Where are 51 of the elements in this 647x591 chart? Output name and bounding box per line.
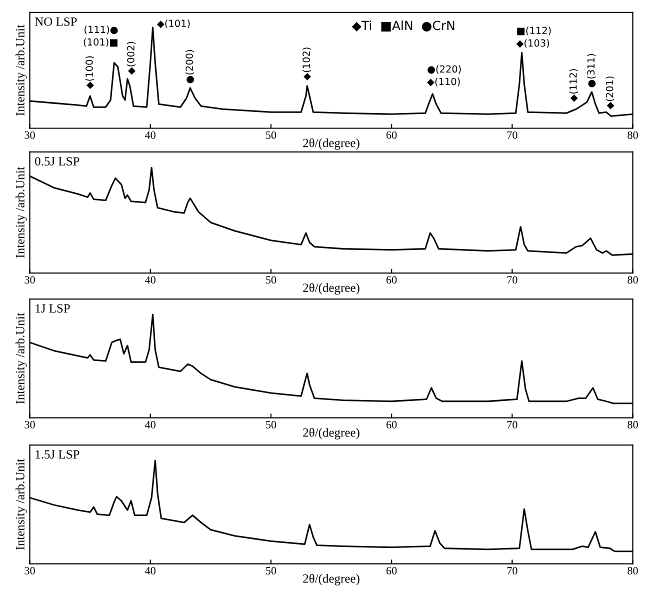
annotation: ■(112) (517, 26, 551, 36)
x-tick-label: 60 (386, 276, 397, 284)
x-tick-label: 70 (507, 131, 518, 139)
chart-title: 0.5J LSP (35, 157, 80, 166)
x-tick-label: 50 (266, 131, 276, 139)
annotation: ◆(201) (606, 76, 614, 110)
x-tick-label: 40 (145, 276, 156, 284)
x-tick-label: 80 (628, 420, 638, 428)
x-tick-label: 80 (628, 131, 638, 139)
x-tick-label: 70 (507, 566, 518, 574)
x-tick-label: 80 (628, 566, 638, 574)
y-axis-title: Intensity /arb.Unit (16, 24, 27, 116)
x-axis-title: 2θ/(degree) (303, 138, 360, 150)
x-axis-title: 2θ/(degree) (303, 574, 360, 586)
x-tick-label: 80 (628, 276, 638, 284)
x-tick-label: 30 (24, 131, 35, 139)
annotation: ◆(112) (569, 69, 578, 102)
chart-title: 1J LSP (36, 304, 70, 313)
x-tick-label: 30 (24, 566, 35, 574)
x-tick-label: 60 (386, 131, 397, 139)
x-tick-label: 70 (507, 420, 518, 428)
x-tick-label: 60 (386, 566, 397, 574)
annotation: ◆(100) (85, 56, 94, 90)
x-axis-title: 2θ/(degree) (303, 283, 360, 295)
annotation: ◆(102) (302, 48, 312, 80)
x-axis-title: 2θ/(degree) (303, 428, 360, 440)
annotation: ◆Ti ■AlN ●CrN (352, 20, 454, 32)
x-tick-label: 50 (266, 276, 276, 284)
annotation: ●(220) (428, 65, 461, 74)
annotation: ●(200) (185, 50, 194, 84)
x-tick-label: 30 (24, 276, 35, 284)
annotation: (101)■ (84, 38, 118, 47)
annotation: ◆(110) (427, 78, 460, 86)
x-tick-label: 70 (507, 276, 518, 284)
annotation: ◆(101) (156, 20, 190, 28)
x-tick-label: 40 (145, 131, 156, 139)
y-axis-title: Intensity /arb.Unit (16, 312, 27, 404)
annotation: ◆(002) (126, 42, 136, 75)
chart-title: NO LSP (34, 17, 77, 26)
x-tick-label: 50 (266, 420, 276, 428)
annotation: (111)● (84, 26, 118, 34)
x-tick-label: 40 (145, 566, 156, 574)
annotation: ◆(103) (516, 39, 550, 48)
x-tick-label: 30 (24, 420, 35, 428)
y-axis-title: Intensity /arb.Unit (16, 458, 27, 550)
x-tick-label: 40 (145, 420, 156, 428)
x-tick-label: 60 (386, 420, 397, 428)
chart-title: 1.5J LSP (36, 450, 80, 459)
y-axis-title: Intensity /arb.Unit (16, 166, 27, 258)
x-tick-label: 50 (266, 566, 276, 574)
annotation: ●(311) (587, 54, 596, 88)
